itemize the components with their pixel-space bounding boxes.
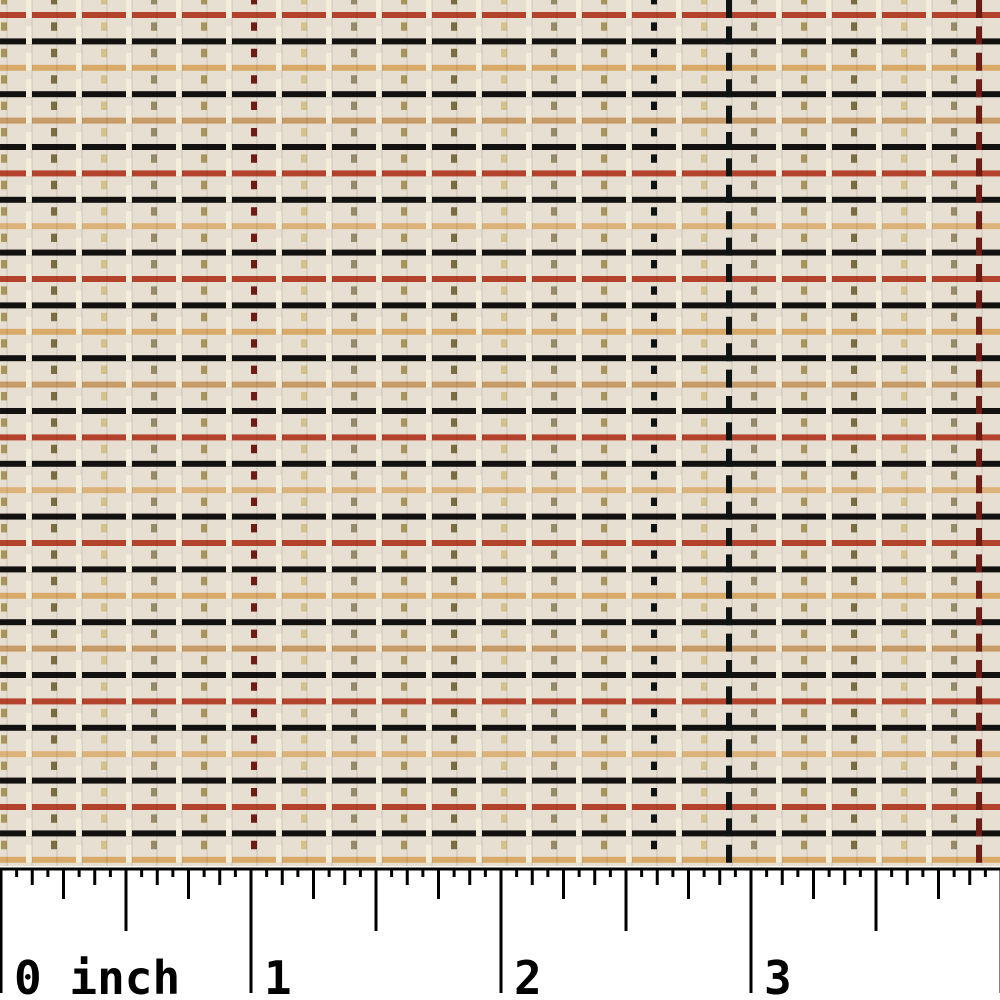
- weft-thread: [0, 460, 1000, 467]
- weft-thread: [0, 302, 1000, 309]
- weft-thread: [0, 777, 1000, 784]
- weft-thread: [0, 408, 1000, 414]
- weft-thread: [0, 513, 1000, 520]
- weft-thread: [0, 328, 1000, 335]
- weft-thread: [0, 672, 1000, 678]
- weft-thread: [0, 170, 1000, 177]
- weft-thread: [0, 117, 1000, 124]
- weft-thread: [0, 592, 1000, 599]
- ruler-label: 2: [514, 951, 542, 1000]
- weft-thread: [0, 645, 1000, 652]
- weft-thread: [0, 540, 1000, 546]
- weft-thread: [0, 724, 1000, 731]
- weft-thread: [0, 619, 1000, 626]
- weft-thread: [0, 434, 1000, 441]
- weft-thread: [0, 249, 1000, 256]
- ruler-label: 1: [264, 951, 292, 1000]
- weft-thread: [0, 276, 1000, 282]
- ruler-label: 3: [764, 951, 792, 1000]
- weft-thread: [0, 91, 1000, 98]
- weft-thread: [0, 487, 1000, 494]
- ruler: 0 inch 1 2 3: [0, 866, 1000, 1000]
- weft-thread: [0, 144, 1000, 150]
- weft-thread: [0, 223, 1000, 230]
- weft-thread: [0, 12, 1000, 18]
- weft-thread: [0, 804, 1000, 810]
- weft-thread: [0, 355, 1000, 362]
- weft-thread: [0, 698, 1000, 705]
- fabric-background: [0, 0, 1000, 866]
- ruler-label: 0 inch: [14, 951, 180, 1000]
- weft-thread: [0, 751, 1000, 758]
- weft-thread: [0, 196, 1000, 203]
- weft-thread: [0, 64, 1000, 71]
- weft-thread: [0, 381, 1000, 388]
- weft-thread: [0, 38, 1000, 45]
- weft-thread: [0, 566, 1000, 573]
- weft-thread: [0, 830, 1000, 837]
- fabric: [0, 0, 1000, 866]
- weft-thread: [0, 856, 1000, 863]
